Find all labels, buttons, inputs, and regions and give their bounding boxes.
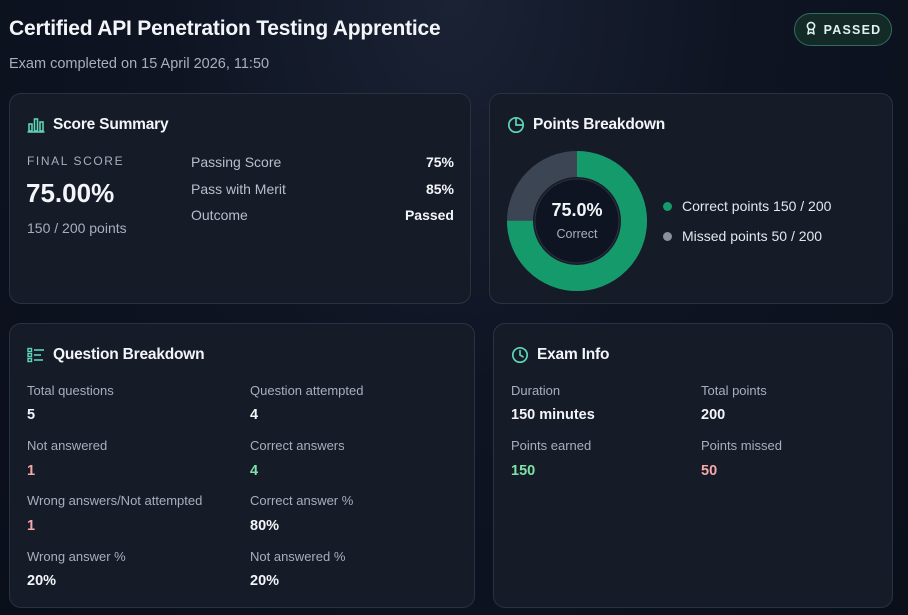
wrong-answer-percent-label: Wrong answer % — [27, 549, 126, 564]
pass-with-merit-label: Pass with Merit — [191, 181, 286, 197]
points-missed-label: Points missed — [701, 438, 782, 453]
not-answered-percent-label: Not answered % — [250, 549, 346, 564]
passing-score-label: Passing Score — [191, 154, 282, 170]
donut-center-label: Correct — [556, 227, 598, 241]
status-badge: PASSED — [794, 13, 892, 46]
legend-correct: Correct points 150 / 200 — [663, 198, 831, 214]
outcome-label: Outcome — [191, 207, 248, 223]
correct-answers-value: 4 — [250, 463, 259, 479]
points-breakdown-title: Points Breakdown — [533, 116, 666, 133]
wrong-answer-percent-value: 20% — [27, 573, 57, 589]
question-breakdown-title: Question Breakdown — [53, 346, 205, 363]
award-ribbon-icon — [805, 21, 817, 38]
question-breakdown-card: Question Breakdown Total questions 5 Que… — [9, 323, 475, 608]
final-score-label: FINAL SCORE — [27, 154, 125, 168]
bar-chart-icon — [27, 117, 45, 133]
passing-score-value: 75% — [425, 154, 454, 170]
exam-info-card: Exam Info Duration 150 minutes Total poi… — [493, 323, 893, 608]
legend-correct-dot — [663, 201, 672, 211]
duration-label: Duration — [511, 383, 561, 398]
points-breakdown-card: Points Breakdown 75.0% Correct Correct p… — [489, 93, 893, 304]
donut-correct-arc — [507, 151, 647, 291]
total-points-value: 200 — [701, 407, 726, 423]
correct-answers-label: Correct answers — [250, 438, 345, 453]
score-summary-heading: Score Summary — [27, 116, 169, 134]
status-badge-label: PASSED — [823, 22, 882, 37]
correct-answer-percent-value: 80% — [250, 518, 280, 534]
wrong-answers-label: Wrong answers/Not attempted — [27, 493, 203, 508]
page-title: Certified API Penetration Testing Appren… — [9, 17, 441, 40]
pie-chart-icon — [507, 116, 525, 134]
question-breakdown-heading: Question Breakdown — [27, 346, 205, 364]
legend-correct-label: Correct points 150 / 200 — [682, 198, 832, 214]
clock-icon — [511, 346, 529, 364]
total-questions-label: Total questions — [27, 383, 114, 398]
exam-info-title: Exam Info — [537, 346, 610, 363]
exam-completed-date: Exam completed on 15 April 2026, 11:50 — [9, 56, 270, 72]
final-score-points: 150 / 200 points — [27, 220, 127, 236]
wrong-answers-value: 1 — [27, 518, 36, 534]
list-checks-icon — [27, 347, 45, 363]
score-summary-card: Score Summary FINAL SCORE 75.00% 150 / 2… — [9, 93, 471, 304]
outcome-value: Passed — [404, 207, 454, 223]
total-questions-value: 5 — [27, 407, 36, 423]
not-answered-label: Not answered — [27, 438, 108, 453]
not-answered-percent-value: 20% — [250, 573, 280, 589]
donut-center — [534, 178, 620, 264]
pass-with-merit-value: 85% — [425, 181, 454, 197]
legend-missed-dot — [663, 231, 672, 241]
question-attempted-label: Question attempted — [250, 383, 364, 398]
correct-answer-percent-label: Correct answer % — [250, 493, 354, 508]
total-points-label: Total points — [701, 383, 767, 398]
duration-value: 150 minutes — [511, 407, 595, 423]
final-score-value: 75.00% — [26, 178, 115, 208]
donut-center-value: 75.0% — [551, 200, 603, 220]
legend-missed-label: Missed points 50 / 200 — [682, 228, 823, 244]
score-summary-title: Score Summary — [53, 116, 169, 133]
not-answered-value: 1 — [27, 463, 36, 479]
question-attempted-value: 4 — [250, 407, 259, 423]
points-earned-value: 150 — [511, 463, 536, 479]
points-earned-label: Points earned — [511, 438, 592, 453]
legend-missed: Missed points 50 / 200 — [663, 228, 822, 244]
points-missed-value: 50 — [701, 463, 718, 479]
points-breakdown-heading: Points Breakdown — [507, 116, 665, 134]
points-donut-chart — [507, 151, 647, 291]
exam-info-heading: Exam Info — [511, 346, 609, 364]
